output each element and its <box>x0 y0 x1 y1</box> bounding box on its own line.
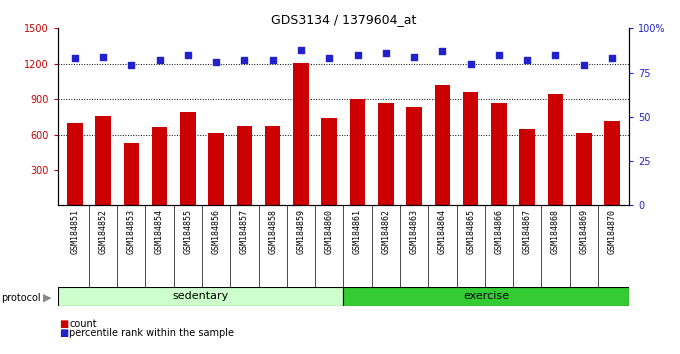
Text: count: count <box>69 319 97 329</box>
Bar <box>322 118 337 205</box>
Bar <box>378 103 394 205</box>
Bar <box>407 107 422 205</box>
Text: GSM184869: GSM184869 <box>579 210 588 255</box>
Bar <box>520 129 535 205</box>
Bar <box>435 85 450 205</box>
Point <box>465 61 476 67</box>
Point <box>522 57 532 63</box>
Point <box>69 56 80 61</box>
Text: GSM184860: GSM184860 <box>325 210 334 255</box>
Text: ■: ■ <box>59 319 69 329</box>
Text: GSM184859: GSM184859 <box>296 210 305 255</box>
Bar <box>491 103 507 205</box>
Text: exercise: exercise <box>463 291 509 302</box>
Bar <box>293 63 309 205</box>
Text: GSM184862: GSM184862 <box>381 210 390 255</box>
Bar <box>463 92 479 205</box>
Point <box>437 48 448 54</box>
Bar <box>58 287 343 306</box>
Text: GSM184857: GSM184857 <box>240 210 249 255</box>
Point <box>267 57 278 63</box>
Point <box>239 57 250 63</box>
Bar <box>343 287 629 306</box>
Text: GSM184858: GSM184858 <box>268 210 277 255</box>
Text: GSM184853: GSM184853 <box>127 210 136 255</box>
Text: sedentary: sedentary <box>173 291 228 302</box>
Bar <box>237 126 252 205</box>
Text: ▶: ▶ <box>43 293 52 303</box>
Point <box>409 54 420 59</box>
Bar <box>124 143 139 205</box>
Point <box>296 47 307 52</box>
Text: GSM184861: GSM184861 <box>353 210 362 255</box>
Bar <box>67 123 82 205</box>
Point <box>607 56 617 61</box>
Bar <box>180 112 196 205</box>
Bar <box>350 98 365 205</box>
Bar <box>152 127 167 205</box>
Bar <box>265 126 280 205</box>
Text: GSM184856: GSM184856 <box>211 210 220 255</box>
Text: GSM184867: GSM184867 <box>523 210 532 255</box>
Point <box>126 63 137 68</box>
Point <box>494 52 505 58</box>
Point <box>211 59 222 65</box>
Text: GSM184866: GSM184866 <box>494 210 503 255</box>
Text: GSM184870: GSM184870 <box>607 210 617 255</box>
Text: percentile rank within the sample: percentile rank within the sample <box>69 328 235 338</box>
Point <box>550 52 561 58</box>
Bar <box>547 95 563 205</box>
Bar <box>576 133 592 205</box>
Point <box>578 63 589 68</box>
Point <box>154 57 165 63</box>
Text: GSM184854: GSM184854 <box>155 210 164 255</box>
Text: GSM184851: GSM184851 <box>70 210 80 255</box>
Bar <box>208 133 224 205</box>
Point <box>352 52 363 58</box>
Text: GSM184852: GSM184852 <box>99 210 107 255</box>
Text: protocol: protocol <box>1 293 41 303</box>
Point <box>182 52 193 58</box>
Point <box>324 56 335 61</box>
Bar <box>95 116 111 205</box>
Text: GSM184863: GSM184863 <box>409 210 419 255</box>
Title: GDS3134 / 1379604_at: GDS3134 / 1379604_at <box>271 13 416 26</box>
Text: ■: ■ <box>59 328 69 338</box>
Bar <box>605 121 619 205</box>
Point <box>380 50 391 56</box>
Text: GSM184864: GSM184864 <box>438 210 447 255</box>
Point <box>98 54 109 59</box>
Text: GSM184868: GSM184868 <box>551 210 560 255</box>
Text: GSM184855: GSM184855 <box>184 210 192 255</box>
Text: GSM184865: GSM184865 <box>466 210 475 255</box>
